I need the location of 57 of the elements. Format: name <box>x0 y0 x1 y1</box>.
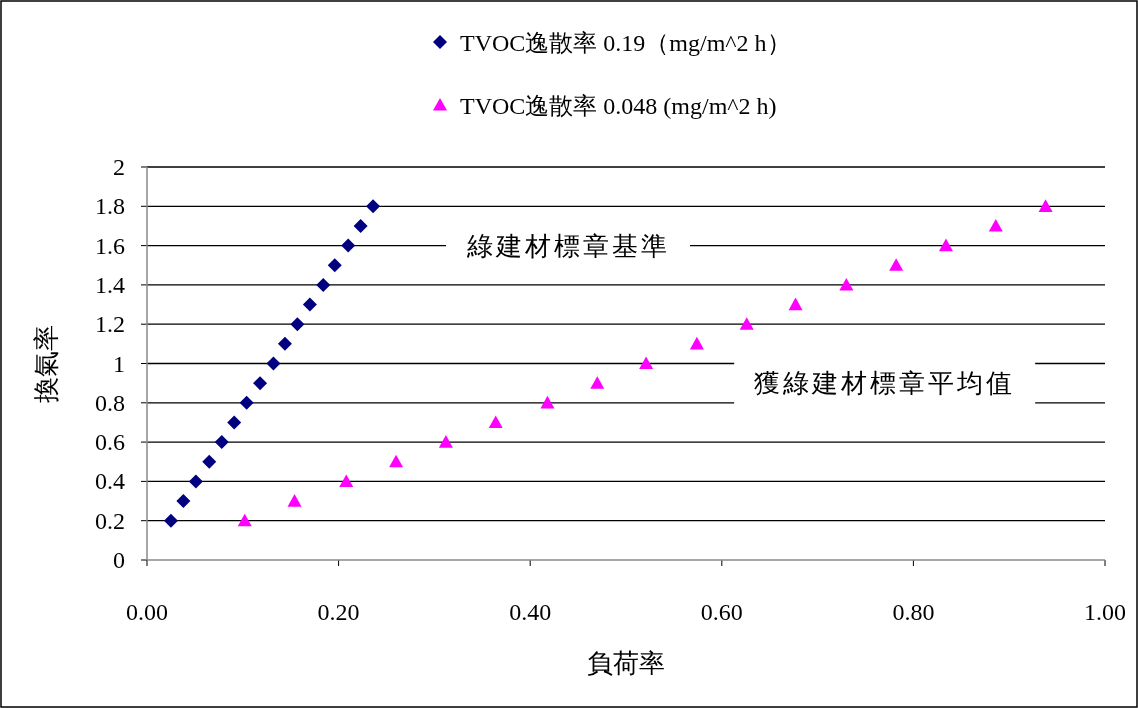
y-tick-label: 0.2 <box>95 507 125 534</box>
point <box>188 474 203 489</box>
point <box>316 277 331 292</box>
y-tick-label: 0 <box>113 547 125 573</box>
x-axis-title: 負荷率 <box>587 649 665 678</box>
y-tick-label: 1.6 <box>95 232 125 259</box>
y-tick-label: 0.6 <box>95 429 125 456</box>
point <box>839 277 854 291</box>
point <box>341 238 356 253</box>
point <box>339 474 354 487</box>
point <box>488 415 503 429</box>
x-tick-label: 0.60 <box>700 599 743 625</box>
point <box>287 494 302 507</box>
point <box>1038 199 1053 212</box>
x-tick-label: 0.80 <box>892 599 935 625</box>
x-tick-label: 1.00 <box>1084 599 1126 625</box>
y-tick-label: 1.2 <box>95 311 125 338</box>
point <box>438 435 453 448</box>
y-tick-label: 1 <box>113 350 125 377</box>
x-tick-label: 0.20 <box>317 599 360 625</box>
point <box>639 356 654 370</box>
y-tick-label: 0.8 <box>95 389 125 416</box>
x-tick-label: 0.00 <box>126 599 168 625</box>
point <box>214 435 229 450</box>
point <box>988 218 1003 232</box>
point <box>202 454 217 469</box>
point <box>253 376 268 391</box>
point <box>389 454 404 468</box>
y-tick-label: 1.8 <box>95 193 125 220</box>
point <box>302 297 317 312</box>
y-tick-label: 0.4 <box>95 468 125 495</box>
point <box>889 258 904 271</box>
point <box>277 336 292 351</box>
point <box>689 336 704 350</box>
point <box>353 218 368 233</box>
point <box>237 513 252 527</box>
point <box>938 238 953 252</box>
point <box>163 513 178 528</box>
point <box>540 395 555 409</box>
point <box>227 415 242 430</box>
point <box>788 297 803 311</box>
legend-label: TVOC逸散率 0.048 (mg/m^2 h) <box>460 93 777 119</box>
y-tick-label: 2 <box>113 154 125 180</box>
point <box>590 376 605 389</box>
x-tick-label: 0.40 <box>509 599 552 625</box>
legend-label: TVOC逸散率 0.19（mg/m^2 h） <box>460 30 791 56</box>
point <box>290 317 305 332</box>
point <box>266 356 281 371</box>
point <box>239 395 254 410</box>
point <box>327 258 342 273</box>
annotation: 綠建材標章基準 <box>466 231 671 261</box>
y-axis-title: 換氣率 <box>32 324 61 403</box>
y-tick-label: 1.4 <box>95 271 125 298</box>
point <box>366 199 381 214</box>
point <box>176 494 191 509</box>
annotation: 獲綠建材標章平均值 <box>754 369 1016 399</box>
point <box>739 317 754 330</box>
